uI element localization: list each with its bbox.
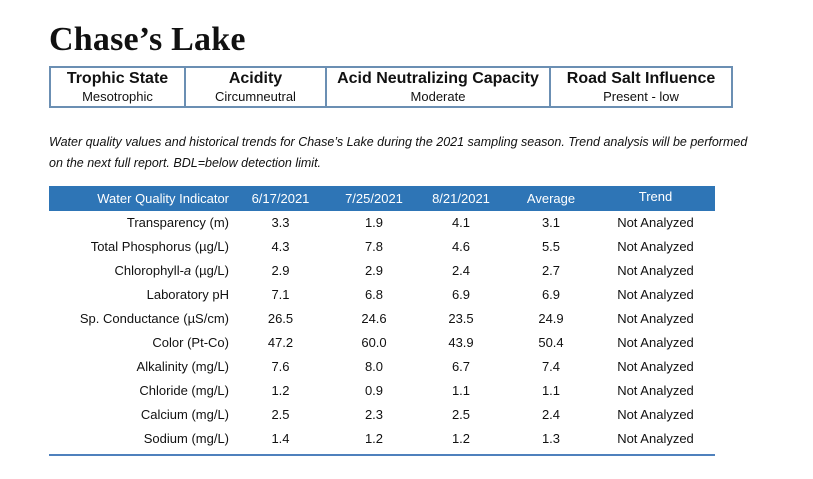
value-cell: 6.8 bbox=[364, 287, 384, 302]
value-cell: 3.3 bbox=[271, 215, 290, 230]
value-cell: 4.1 bbox=[451, 215, 471, 230]
value-cell: 60.0 bbox=[361, 335, 387, 350]
table-row: Sp. Conductance (µS/cm) 26.5 24.6 23.5 24.9 N… bbox=[49, 307, 715, 331]
summary-cell-acidity: Acidity Circumneutral bbox=[186, 68, 327, 106]
table-row: Alkalinity (mg/L) 7.6 8.0 6.7 7.4 Not Analyze… bbox=[49, 355, 715, 379]
value-cell: 5.5 bbox=[541, 239, 561, 254]
value-cell: 2.7 bbox=[541, 263, 561, 278]
value-cell: 43.9 bbox=[448, 335, 474, 350]
trend-cell: Not Analyzed bbox=[617, 263, 694, 278]
trend-cell: Not Analyzed bbox=[617, 431, 694, 446]
column-header: Average bbox=[526, 191, 576, 206]
value-cell: 4.3 bbox=[271, 239, 290, 254]
table-row: Laboratory pH 7.1 6.8 6.9 6.9 Not Analyzed bbox=[49, 283, 715, 307]
summary-label: Acid Neutralizing Capacity bbox=[337, 70, 539, 87]
column-header: 7/25/2021 bbox=[345, 191, 403, 206]
value-cell: 1.2 bbox=[271, 383, 290, 398]
indicator-cell: Chloride (mg/L) bbox=[139, 383, 229, 398]
value-cell: 26.5 bbox=[267, 311, 294, 326]
value-cell: 1.2 bbox=[364, 431, 384, 446]
trend-cell: Not Analyzed bbox=[617, 311, 694, 326]
trend-cell: Not Analyzed bbox=[617, 383, 694, 398]
summary-cell-trophic-state: Trophic State Mesotrophic bbox=[51, 68, 186, 106]
value-cell: 6.7 bbox=[451, 359, 471, 374]
value-cell: 0.9 bbox=[364, 383, 384, 398]
lake-summary-table: Trophic State Mesotrophic Acidity Circum… bbox=[49, 66, 733, 108]
value-cell: 47.2 bbox=[267, 335, 294, 350]
value-cell: 6.9 bbox=[541, 287, 561, 302]
summary-cell-road-salt: Road Salt Influence Present - low bbox=[551, 68, 731, 106]
column-header: Trend bbox=[638, 189, 673, 204]
indicator-cell: Sodium (mg/L) bbox=[143, 431, 229, 446]
value-cell: 24.6 bbox=[361, 311, 387, 326]
value-cell: 4.6 bbox=[451, 239, 471, 254]
value-cell: 7.8 bbox=[364, 239, 384, 254]
indicator-cell: Sp. Conductance (µS/cm) bbox=[79, 311, 229, 326]
table-row: Chlorophyll-a (µg/L) 2.9 2.9 2.4 2.7 Not Anal… bbox=[49, 259, 715, 283]
value-cell: 23.5 bbox=[448, 311, 474, 326]
value-cell: 8.0 bbox=[364, 359, 384, 374]
trend-cell: Not Analyzed bbox=[617, 239, 694, 254]
column-header: 8/21/2021 bbox=[432, 191, 490, 206]
table-body: Transparency (m) 3.3 1.9 4.1 3.1 Not Analyzed… bbox=[49, 211, 715, 451]
value-cell: 7.6 bbox=[271, 359, 290, 374]
indicator-cell: Calcium (mg/L) bbox=[140, 407, 229, 422]
value-cell: 1.2 bbox=[451, 431, 471, 446]
trend-cell: Not Analyzed bbox=[617, 215, 694, 230]
indicator-cell: Total Phosphorus (µg/L) bbox=[90, 239, 229, 254]
summary-value: Moderate bbox=[410, 89, 466, 104]
column-header: Water Quality Indicator bbox=[97, 191, 229, 206]
indicator-cell: Laboratory pH bbox=[146, 287, 229, 302]
page-title: Chase’s Lake bbox=[49, 21, 246, 58]
value-cell: 2.9 bbox=[271, 263, 290, 278]
summary-value: Circumneutral bbox=[215, 89, 296, 104]
table-row: Sodium (mg/L) 1.4 1.2 1.2 1.3 Not Analyzed bbox=[49, 427, 715, 451]
table-row: Total Phosphorus (µg/L) 4.3 7.8 4.6 5.5 Not A… bbox=[49, 235, 715, 259]
summary-cell-anc: Acid Neutralizing Capacity Moderate bbox=[327, 68, 551, 106]
value-cell: 7.4 bbox=[541, 359, 561, 374]
summary-label: Acidity bbox=[228, 70, 283, 87]
indicator-cell: Alkalinity (mg/L) bbox=[136, 359, 229, 374]
value-cell: 3.1 bbox=[541, 215, 561, 230]
table-header-row: Water Quality Indicator 6/17/2021 7/25/2… bbox=[49, 186, 715, 211]
value-cell: 1.1 bbox=[451, 383, 471, 398]
table-bottom-rule bbox=[49, 454, 715, 456]
value-cell: 1.9 bbox=[364, 215, 384, 230]
summary-value: Present - low bbox=[603, 89, 679, 104]
value-cell: 1.4 bbox=[271, 431, 290, 446]
table-row: Transparency (m) 3.3 1.9 4.1 3.1 Not Analyzed bbox=[49, 211, 715, 235]
indicator-cell: Color (Pt-Co) bbox=[152, 335, 229, 350]
trend-cell: Not Analyzed bbox=[617, 407, 694, 422]
trend-cell: Not Analyzed bbox=[617, 335, 694, 350]
water-quality-table: Water Quality Indicator 6/17/2021 7/25/2… bbox=[49, 186, 715, 456]
column-header: 6/17/2021 bbox=[251, 191, 310, 206]
indicator-cell: Chlorophyll-a (µg/L) bbox=[114, 263, 229, 278]
table-row: Chloride (mg/L) 1.2 0.9 1.1 1.1 Not Analyzed bbox=[49, 379, 715, 403]
value-cell: 2.5 bbox=[451, 407, 471, 422]
value-cell: 50.4 bbox=[538, 335, 564, 350]
value-cell: 6.9 bbox=[451, 287, 471, 302]
table-row: Calcium (mg/L) 2.5 2.3 2.5 2.4 Not Analyzed bbox=[49, 403, 715, 427]
trend-cell: Not Analyzed bbox=[617, 287, 694, 302]
value-cell: 1.1 bbox=[541, 383, 561, 398]
table-row: Color (Pt-Co) 47.2 60.0 43.9 50.4 Not Analyze… bbox=[49, 331, 715, 355]
value-cell: 1.3 bbox=[541, 431, 561, 446]
summary-value: Mesotrophic bbox=[82, 89, 153, 104]
value-cell: 2.4 bbox=[451, 263, 471, 278]
table-caption: Water quality values and historical tren… bbox=[49, 135, 748, 170]
indicator-cell: Transparency (m) bbox=[126, 215, 229, 230]
value-cell: 2.3 bbox=[364, 407, 384, 422]
italic-a: a bbox=[183, 263, 192, 278]
summary-label: Trophic State bbox=[66, 70, 169, 87]
trend-cell: Not Analyzed bbox=[617, 359, 694, 374]
value-cell: 7.1 bbox=[271, 287, 290, 302]
value-cell: 2.9 bbox=[364, 263, 384, 278]
value-cell: 2.5 bbox=[271, 407, 290, 422]
summary-label: Road Salt Influence bbox=[566, 70, 716, 87]
value-cell: 24.9 bbox=[538, 311, 564, 326]
value-cell: 2.4 bbox=[541, 407, 561, 422]
